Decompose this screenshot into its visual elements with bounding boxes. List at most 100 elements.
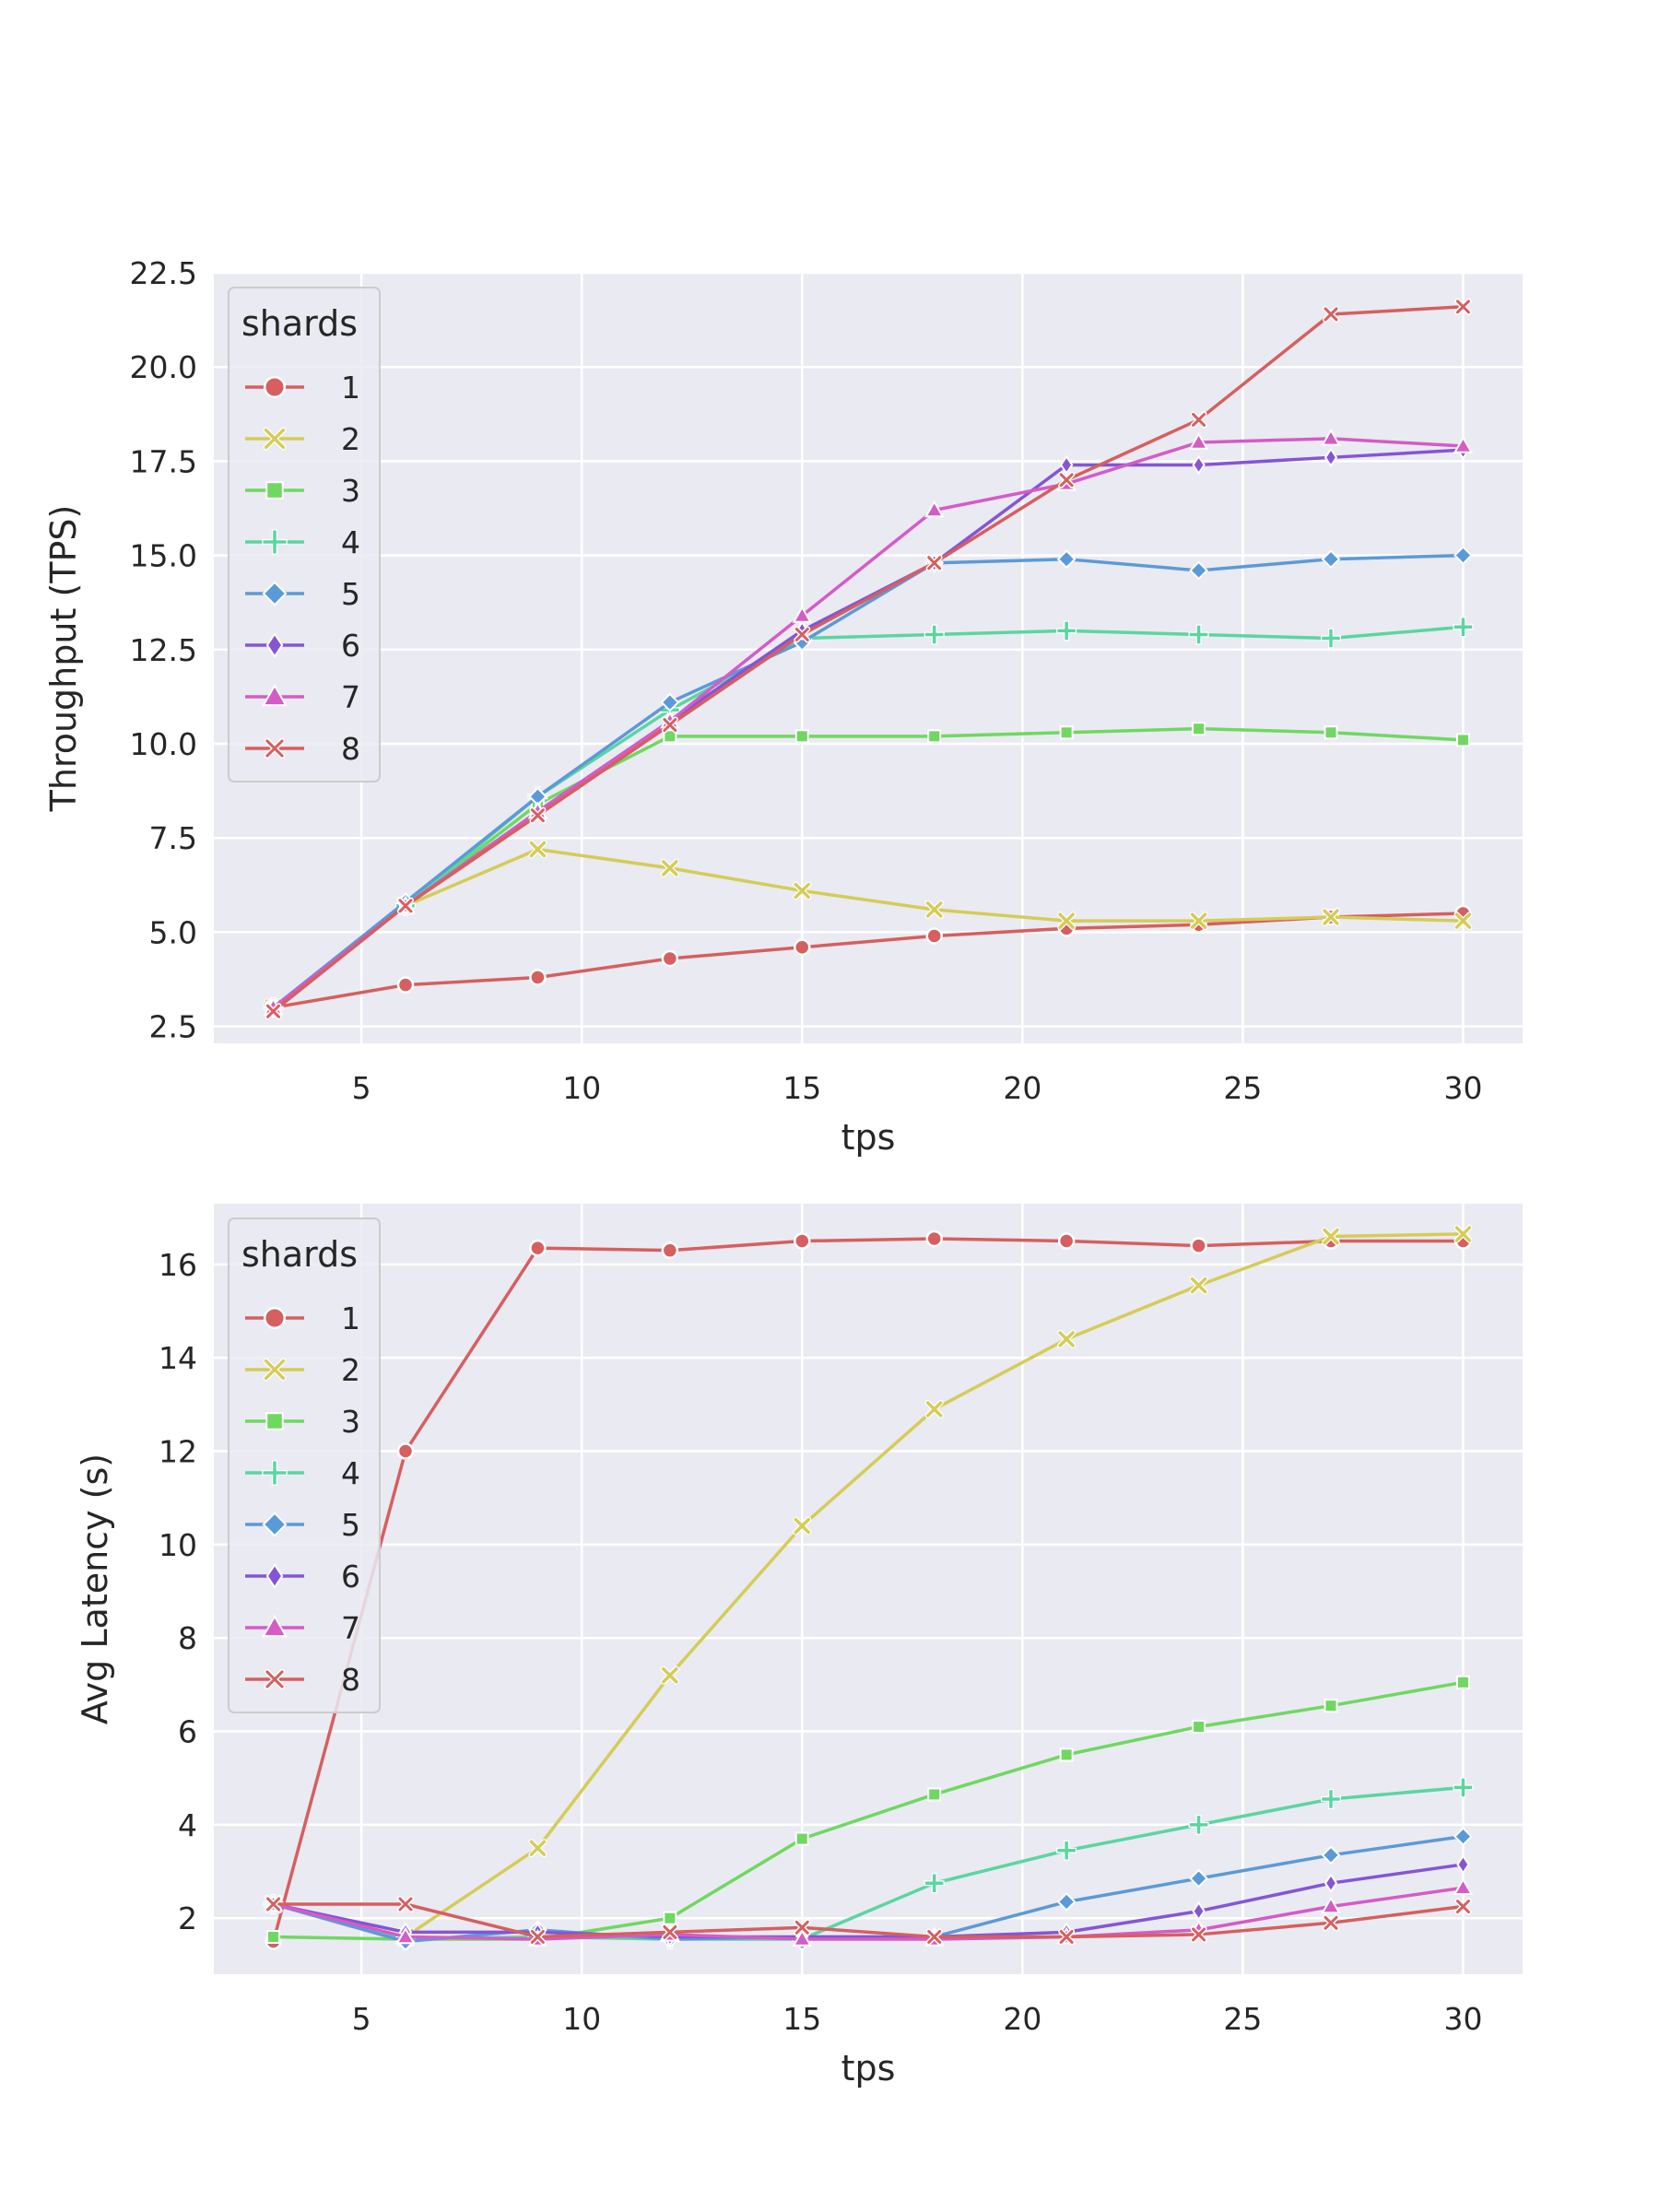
data-point bbox=[1189, 1276, 1208, 1295]
legend-label: 1 bbox=[341, 1300, 360, 1336]
data-point bbox=[1059, 454, 1074, 476]
data-point bbox=[1453, 1877, 1474, 1896]
data-point bbox=[1056, 1892, 1077, 1912]
data-point bbox=[660, 692, 680, 712]
data-point bbox=[1192, 1719, 1206, 1734]
data-point bbox=[793, 881, 812, 900]
series-line bbox=[271, 1237, 1465, 1944]
data-point bbox=[1321, 1845, 1341, 1865]
data-point bbox=[1324, 1873, 1338, 1894]
data-point bbox=[1453, 436, 1474, 453]
legend-marker bbox=[263, 1358, 287, 1382]
data-point bbox=[1322, 908, 1341, 927]
series-line bbox=[271, 553, 1465, 1009]
data-point bbox=[266, 1929, 281, 1944]
data-point bbox=[1058, 471, 1076, 488]
data-point bbox=[794, 1919, 811, 1936]
legend-label: 2 bbox=[341, 421, 360, 457]
y-axis-label: Throughput (TPS) bbox=[43, 505, 84, 813]
data-point bbox=[925, 1928, 943, 1946]
data-point bbox=[1455, 1675, 1470, 1689]
data-point bbox=[1190, 1925, 1207, 1943]
x-tick-label: 10 bbox=[562, 2001, 601, 2037]
legend-label: 4 bbox=[341, 524, 360, 560]
x-tick-label: 5 bbox=[352, 2001, 371, 2037]
data-point bbox=[1189, 1868, 1209, 1888]
data-point bbox=[1455, 733, 1470, 747]
data-point bbox=[1321, 1789, 1342, 1809]
legend-marker bbox=[264, 1668, 286, 1690]
legend-marker bbox=[262, 1460, 288, 1486]
legend-label: 5 bbox=[341, 576, 360, 612]
data-point bbox=[661, 1241, 679, 1259]
legend-marker bbox=[264, 737, 286, 759]
legend-title: shards bbox=[241, 303, 358, 344]
x-tick-label: 10 bbox=[562, 1070, 601, 1106]
legend-label: 2 bbox=[341, 1352, 360, 1388]
data-point bbox=[396, 1896, 414, 1912]
data-point bbox=[1192, 454, 1206, 476]
data-point bbox=[794, 729, 809, 744]
series-line bbox=[271, 1902, 1465, 1939]
data-point bbox=[1057, 1232, 1076, 1250]
legend-marker bbox=[262, 581, 288, 606]
legend-marker bbox=[262, 683, 288, 707]
throughput-chart: 5 10 15 20 25 302.55.07.510.012.515.017.520.0… bbox=[43, 255, 1523, 1158]
data-point bbox=[794, 938, 811, 957]
legend-label: 8 bbox=[341, 1662, 360, 1698]
data-point bbox=[1059, 1747, 1074, 1762]
data-point bbox=[1453, 617, 1474, 638]
data-point bbox=[396, 976, 415, 994]
y-tick-label: 10 bbox=[159, 1527, 197, 1563]
data-point bbox=[661, 949, 679, 968]
x-axis-label: tps bbox=[841, 2048, 896, 2088]
legend-box bbox=[228, 1218, 381, 1713]
data-point bbox=[794, 1232, 811, 1250]
legend-marker bbox=[262, 1614, 288, 1638]
panel0-legend: shards 1 2 3 4 5 6 7 8 bbox=[228, 287, 381, 782]
y-tick-label: 2.5 bbox=[149, 1009, 197, 1045]
legend-marker bbox=[265, 481, 284, 500]
legend-marker bbox=[263, 375, 287, 399]
data-point bbox=[528, 840, 547, 859]
data-point bbox=[395, 1926, 416, 1945]
data-point bbox=[1188, 624, 1209, 645]
x-tick-label: 25 bbox=[1223, 2001, 1262, 2037]
x-axis-label: tps bbox=[841, 1117, 896, 1158]
data-point bbox=[663, 1911, 677, 1925]
data-point bbox=[794, 626, 811, 643]
legend-marker bbox=[263, 427, 287, 451]
y-tick-label: 14 bbox=[159, 1340, 197, 1376]
legend-label: 1 bbox=[341, 370, 360, 406]
data-point bbox=[1454, 298, 1472, 315]
data-point bbox=[396, 1442, 415, 1460]
legend-marker bbox=[265, 632, 284, 658]
data-point bbox=[1190, 1237, 1207, 1254]
legend-label: 4 bbox=[341, 1455, 360, 1491]
x-tick-label: 30 bbox=[1443, 2001, 1482, 2037]
data-point bbox=[396, 897, 414, 914]
series-8 bbox=[265, 1896, 1472, 1946]
panel0-plot-area bbox=[214, 273, 1523, 1043]
series-line bbox=[271, 305, 1465, 1014]
data-point bbox=[1324, 447, 1338, 468]
legend-marker bbox=[262, 1512, 288, 1537]
legend-box bbox=[228, 287, 381, 782]
data-point bbox=[1188, 431, 1209, 450]
series-line bbox=[271, 1863, 1465, 1939]
y-tick-label: 15.0 bbox=[130, 538, 197, 574]
legend-label: 3 bbox=[341, 1404, 360, 1440]
data-point bbox=[927, 1787, 942, 1802]
data-point bbox=[925, 927, 943, 945]
legend-label: 8 bbox=[341, 731, 360, 767]
data-point bbox=[924, 1873, 945, 1894]
series-line bbox=[271, 912, 1465, 1009]
data-point bbox=[924, 900, 944, 919]
legend-marker bbox=[265, 1563, 284, 1589]
series-line bbox=[271, 847, 1465, 1009]
series-2 bbox=[264, 1224, 1473, 1947]
data-point bbox=[925, 1230, 943, 1248]
data-point bbox=[1453, 1827, 1473, 1846]
series-8 bbox=[265, 298, 1472, 1020]
